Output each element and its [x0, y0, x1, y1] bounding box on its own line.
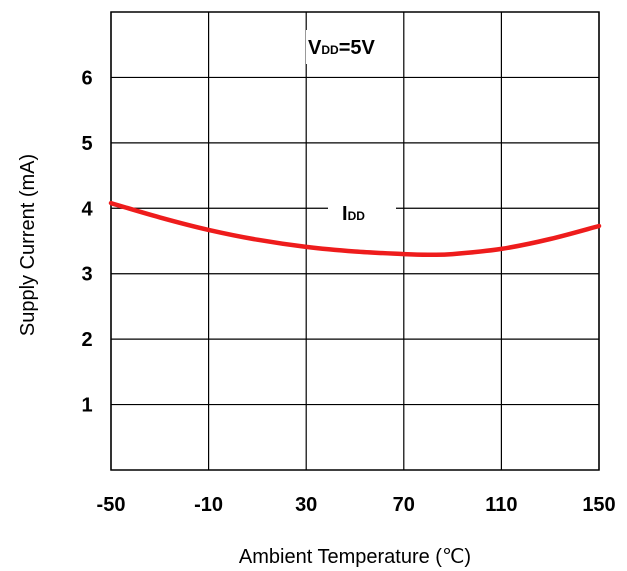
- x-tick-label: 70: [393, 494, 415, 516]
- x-tick-label: -10: [194, 494, 223, 516]
- plot-frame: [110, 11, 600, 471]
- x-tick-label: 30: [295, 494, 317, 516]
- y-tick-label: 6: [81, 67, 92, 89]
- idd-annotation-sub: DD: [348, 209, 366, 223]
- y-tick-labels: 1 2 3 4 5 6: [81, 67, 93, 416]
- y-tick-label: 5: [81, 133, 92, 155]
- vdd-annotation-background: [306, 30, 402, 64]
- x-tick-label: 150: [582, 494, 615, 516]
- idd-annotation-background: [328, 198, 396, 226]
- y-axis-label: Supply Current (mA): [17, 154, 39, 336]
- vdd-annotation-tail: =5V: [339, 37, 376, 59]
- y-tick-label: 2: [81, 329, 92, 351]
- vdd-annotation-sub: DD: [321, 43, 339, 57]
- idd-annotation: IDD: [342, 203, 365, 225]
- x-tick-label: 110: [485, 494, 517, 516]
- y-tick-label: 4: [81, 198, 93, 220]
- y-tick-label: 1: [81, 395, 92, 417]
- series-line-0: [108, 200, 602, 258]
- x-tick-label: -50: [97, 494, 126, 516]
- vdd-annotation: VDD=5V: [308, 37, 375, 59]
- series-layer: [108, 200, 602, 258]
- vdd-annotation-main: V: [308, 37, 322, 59]
- grid-lines: [110, 12, 600, 470]
- y-tick-label: 3: [81, 264, 92, 286]
- idd-annotation-main: I: [342, 203, 348, 225]
- x-tick-labels: -50 -10 30 70 110 150: [97, 494, 616, 516]
- x-axis-label: Ambient Temperature (℃): [239, 546, 471, 568]
